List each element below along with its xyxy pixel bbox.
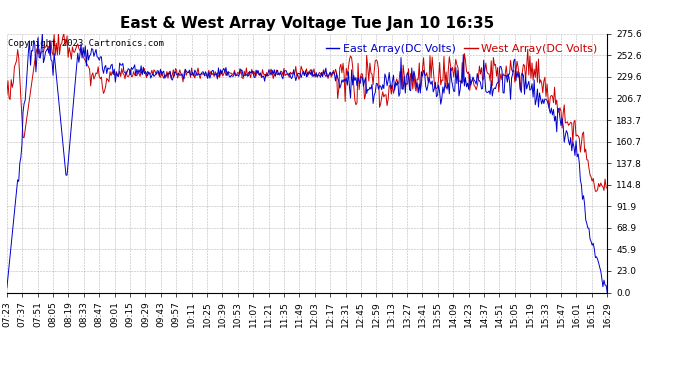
Text: Copyright 2023 Cartronics.com: Copyright 2023 Cartronics.com xyxy=(8,39,164,48)
Title: East & West Array Voltage Tue Jan 10 16:35: East & West Array Voltage Tue Jan 10 16:… xyxy=(120,16,494,31)
Legend: East Array(DC Volts), West Array(DC Volts): East Array(DC Volts), West Array(DC Volt… xyxy=(322,39,602,58)
